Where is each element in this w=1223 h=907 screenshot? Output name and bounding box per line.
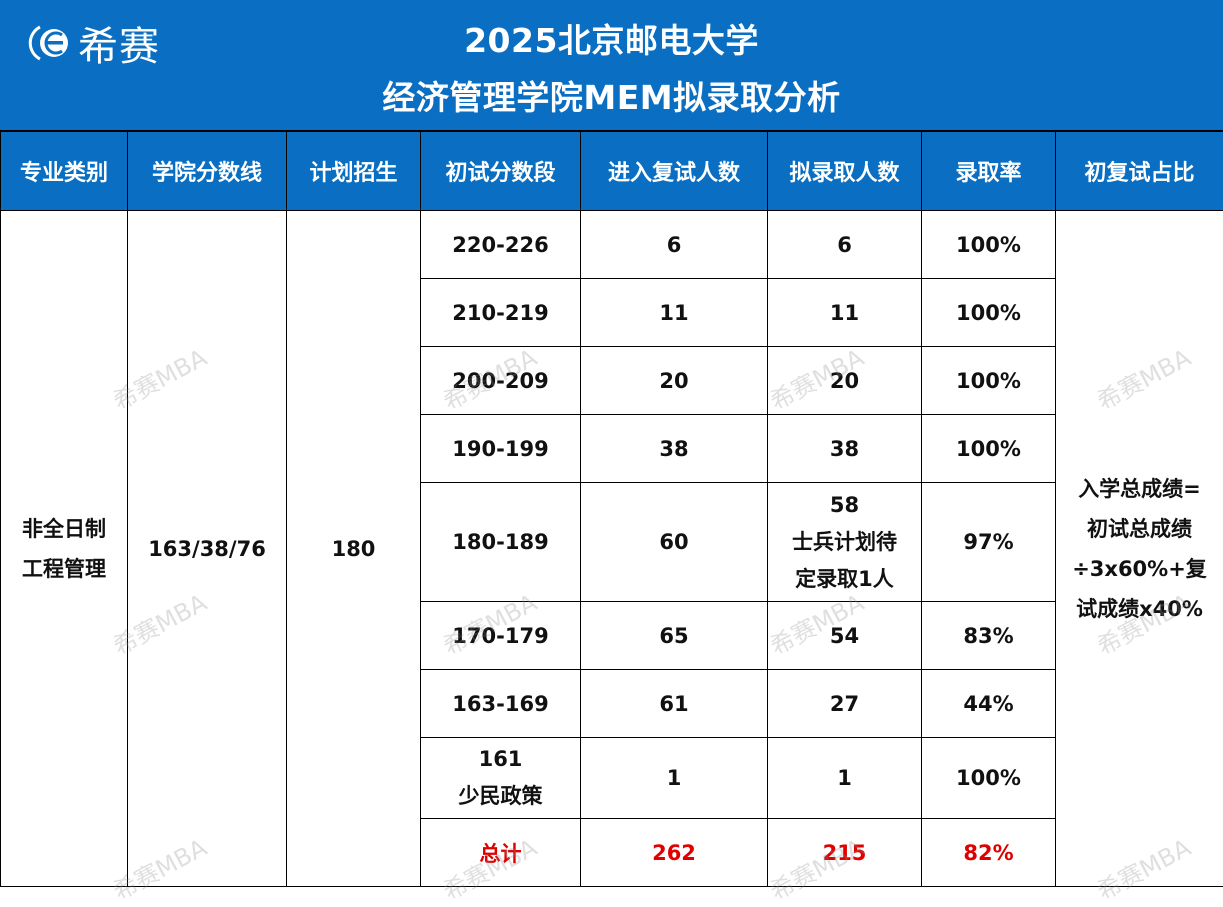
admitted-cell: 27 [768, 670, 922, 738]
retest-cell: 61 [581, 670, 768, 738]
admitted-cell: 11 [768, 279, 922, 347]
range-cell: 200-209 [421, 347, 581, 415]
table-header-row: 专业类别 学院分数线 计划招生 初试分数段 进入复试人数 拟录取人数 录取率 初… [1, 132, 1223, 211]
col-score-line: 学院分数线 [128, 132, 287, 211]
rate-cell: 100% [922, 211, 1056, 279]
retest-cell: 6 [581, 211, 768, 279]
rate-cell: 44% [922, 670, 1056, 738]
range-cell: 220-226 [421, 211, 581, 279]
rate-cell: 100% [922, 415, 1056, 483]
total-retest: 262 [581, 819, 768, 887]
admitted-cell: 1 [768, 738, 922, 819]
rate-cell: 100% [922, 738, 1056, 819]
range-cell: 180-189 [421, 483, 581, 602]
total-rate: 82% [922, 819, 1056, 887]
range-cell: 161 少民政策 [421, 738, 581, 819]
retest-cell: 60 [581, 483, 768, 602]
table-row: 非全日制 工程管理 163/38/76 180 220-226 6 6 100%… [1, 211, 1223, 279]
col-retest: 进入复试人数 [581, 132, 768, 211]
rate-cell: 100% [922, 279, 1056, 347]
range-cell: 170-179 [421, 602, 581, 670]
ratio-cell: 入学总成绩= 初试总成绩 ÷3x60%+复 试成绩x40% [1056, 211, 1223, 887]
admitted-cell: 20 [768, 347, 922, 415]
rate-cell: 100% [922, 347, 1056, 415]
retest-cell: 1 [581, 738, 768, 819]
admitted-cell: 38 [768, 415, 922, 483]
range-cell: 190-199 [421, 415, 581, 483]
title-line-1: 2025北京邮电大学 [0, 14, 1223, 62]
col-score-range: 初试分数段 [421, 132, 581, 211]
col-plan: 计划招生 [287, 132, 421, 211]
rate-cell: 97% [922, 483, 1056, 602]
admitted-cell: 54 [768, 602, 922, 670]
plan-cell: 180 [287, 211, 421, 887]
score-line-cell: 163/38/76 [128, 211, 287, 887]
admitted-cell: 58 士兵计划待 定录取1人 [768, 483, 922, 602]
major-cell: 非全日制 工程管理 [1, 211, 128, 887]
total-label: 总计 [421, 819, 581, 887]
range-cell: 210-219 [421, 279, 581, 347]
rate-cell: 83% [922, 602, 1056, 670]
title-line-2: 经济管理学院MEM拟录取分析 [0, 71, 1223, 119]
admitted-cell: 6 [768, 211, 922, 279]
header-banner: 希赛 2025北京邮电大学 经济管理学院MEM拟录取分析 [0, 0, 1223, 131]
range-cell: 163-169 [421, 670, 581, 738]
col-ratio: 初复试占比 [1056, 132, 1223, 211]
retest-cell: 20 [581, 347, 768, 415]
total-admitted: 215 [768, 819, 922, 887]
col-rate: 录取率 [922, 132, 1056, 211]
retest-cell: 38 [581, 415, 768, 483]
retest-cell: 11 [581, 279, 768, 347]
col-admitted: 拟录取人数 [768, 132, 922, 211]
col-major: 专业类别 [1, 132, 128, 211]
retest-cell: 65 [581, 602, 768, 670]
admission-table: 专业类别 学院分数线 计划招生 初试分数段 进入复试人数 拟录取人数 录取率 初… [0, 131, 1223, 887]
